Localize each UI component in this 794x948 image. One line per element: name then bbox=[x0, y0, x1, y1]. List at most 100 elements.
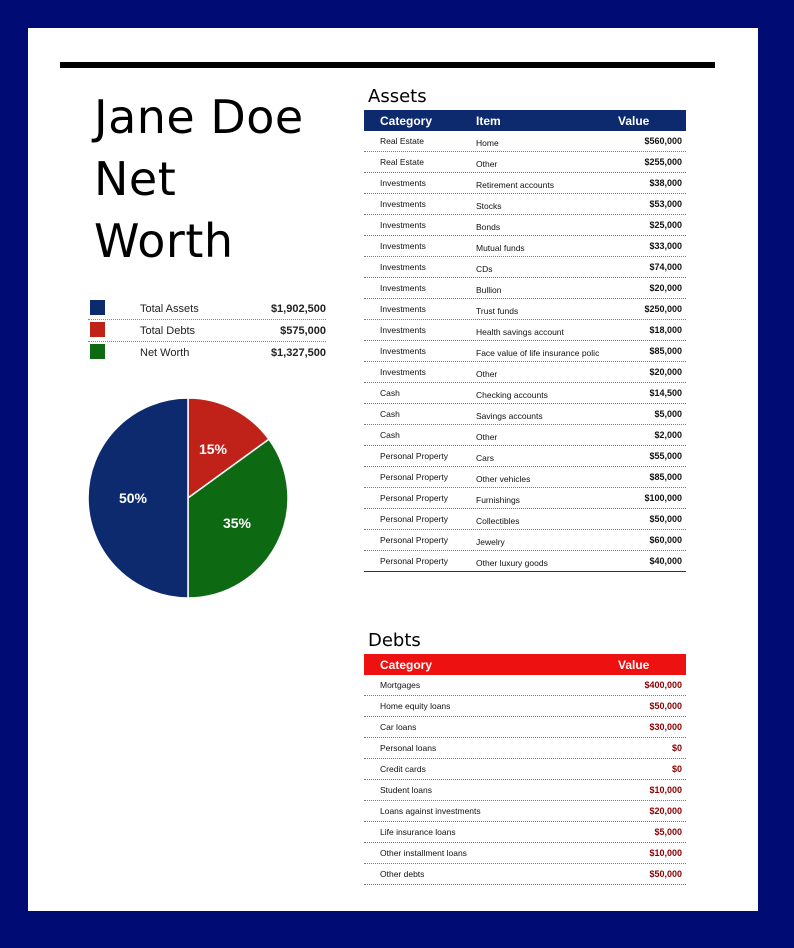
asset-row: Personal Property Other vehicles $85,000 bbox=[364, 467, 686, 488]
pie-slice-label: 15% bbox=[199, 441, 228, 457]
summary-label: Net Worth bbox=[140, 347, 190, 359]
asset-category: Investments bbox=[380, 283, 426, 293]
asset-value: $85,000 bbox=[649, 346, 682, 356]
asset-category: Investments bbox=[380, 199, 426, 209]
asset-row: Personal Property Jewelry $60,000 bbox=[364, 530, 686, 551]
debt-value: $10,000 bbox=[649, 785, 682, 795]
debt-row: Life insurance loans $5,000 bbox=[364, 822, 686, 843]
asset-category: Personal Property bbox=[380, 451, 449, 461]
debt-row: Personal loans $0 bbox=[364, 738, 686, 759]
asset-item: Other bbox=[476, 432, 498, 442]
asset-category: Investments bbox=[380, 241, 426, 251]
debt-row: Other installment loans $10,000 bbox=[364, 843, 686, 864]
asset-category: Real Estate bbox=[380, 157, 424, 167]
assets-swatch bbox=[90, 300, 105, 315]
debts-table: Category Value Mortgages $400,000 Home equ… bbox=[364, 654, 686, 885]
asset-item: Savings accounts bbox=[476, 411, 543, 421]
asset-row: Real Estate Home $560,000 bbox=[364, 131, 686, 152]
asset-category: Personal Property bbox=[380, 472, 449, 482]
debt-category: Life insurance loans bbox=[380, 827, 456, 837]
asset-value: $55,000 bbox=[649, 451, 682, 461]
debt-row: Other debts $50,000 bbox=[364, 864, 686, 885]
asset-value: $33,000 bbox=[649, 241, 682, 251]
asset-item: Bonds bbox=[476, 222, 501, 232]
asset-category: Cash bbox=[380, 430, 400, 440]
asset-row: Investments Bonds $25,000 bbox=[364, 215, 686, 236]
asset-value: $53,000 bbox=[649, 199, 682, 209]
asset-value: $5,000 bbox=[654, 409, 682, 419]
header-item: Item bbox=[476, 114, 501, 128]
asset-value: $100,000 bbox=[644, 493, 682, 503]
asset-value: $14,500 bbox=[649, 388, 682, 398]
asset-category: Investments bbox=[380, 304, 426, 314]
asset-value: $25,000 bbox=[649, 220, 682, 230]
pie-slice bbox=[187, 438, 289, 599]
asset-row: Cash Checking accounts $14,500 bbox=[364, 383, 686, 404]
pie-slice bbox=[87, 397, 189, 599]
asset-item: Other vehicles bbox=[476, 474, 531, 484]
asset-category: Investments bbox=[380, 262, 426, 272]
asset-row: Investments Health savings account $18,000 bbox=[364, 320, 686, 341]
asset-item: Collectibles bbox=[476, 516, 520, 526]
asset-item: Retirement accounts bbox=[476, 180, 554, 190]
debt-category: Car loans bbox=[380, 722, 417, 732]
debt-category: Mortgages bbox=[380, 680, 421, 690]
debt-category: Other installment loans bbox=[380, 848, 467, 858]
debt-value: $5,000 bbox=[654, 827, 682, 837]
asset-row: Personal Property Other luxury goods $40,0… bbox=[364, 551, 686, 572]
pie-slice bbox=[187, 397, 270, 500]
asset-item: Jewelry bbox=[476, 537, 505, 547]
asset-row: Investments Bullion $20,000 bbox=[364, 278, 686, 299]
asset-row: Investments Other $20,000 bbox=[364, 362, 686, 383]
summary-legend: Total Assets $1,902,500 Total Debts $575… bbox=[88, 298, 326, 363]
asset-category: Cash bbox=[380, 388, 400, 398]
debt-value: $0 bbox=[671, 764, 682, 774]
asset-row: Investments CDs $74,000 bbox=[364, 257, 686, 278]
asset-row: Real Estate Other $255,000 bbox=[364, 152, 686, 173]
debt-value: $50,000 bbox=[649, 701, 682, 711]
debt-value: $30,000 bbox=[649, 722, 682, 732]
asset-value: $560,000 bbox=[644, 136, 682, 146]
asset-category: Cash bbox=[380, 409, 400, 419]
pie-slice-label: 35% bbox=[223, 515, 252, 531]
asset-value: $20,000 bbox=[649, 283, 682, 293]
page-title: Jane Doe Net Worth bbox=[94, 86, 354, 272]
asset-item: Checking accounts bbox=[476, 390, 548, 400]
asset-category: Personal Property bbox=[380, 556, 449, 566]
asset-item: Face value of life insurance polic bbox=[476, 348, 600, 358]
debt-row: Loans against investments $20,000 bbox=[364, 801, 686, 822]
summary-row-total-assets: Total Assets $1,902,500 bbox=[88, 298, 326, 320]
debt-category: Home equity loans bbox=[380, 701, 451, 711]
asset-item: Other bbox=[476, 159, 498, 169]
asset-category: Personal Property bbox=[380, 493, 449, 503]
net-worth-swatch bbox=[90, 344, 105, 359]
net-worth-pie-chart: 15% 35% 50% bbox=[87, 397, 289, 599]
debts-title: Debts bbox=[368, 630, 421, 651]
asset-value: $85,000 bbox=[649, 472, 682, 482]
assets-table: Category Item Value Real Estate Home $560,… bbox=[364, 110, 686, 572]
asset-category: Personal Property bbox=[380, 514, 449, 524]
header-category: Category bbox=[380, 658, 433, 672]
header-value: Value bbox=[618, 114, 650, 128]
pie-slice-label: 50% bbox=[119, 490, 148, 506]
debt-row: Student loans $10,000 bbox=[364, 780, 686, 801]
asset-value: $38,000 bbox=[649, 178, 682, 188]
asset-value: $250,000 bbox=[644, 304, 682, 314]
debts-table-body: Mortgages $400,000 Home equity loans $50,00… bbox=[364, 675, 686, 885]
asset-category: Investments bbox=[380, 325, 426, 335]
header-value: Value bbox=[618, 658, 650, 672]
assets-table-header: Category Item Value bbox=[364, 110, 686, 131]
asset-category: Investments bbox=[380, 346, 426, 356]
summary-row-total-debts: Total Debts $575,000 bbox=[88, 320, 326, 342]
asset-item: Mutual funds bbox=[476, 243, 525, 253]
asset-item: CDs bbox=[476, 264, 493, 274]
debts-swatch bbox=[90, 322, 105, 337]
summary-value: $1,327,500 bbox=[270, 347, 326, 359]
debt-category: Student loans bbox=[380, 785, 432, 795]
asset-category: Investments bbox=[380, 178, 426, 188]
asset-item: Home bbox=[476, 138, 499, 148]
asset-row: Cash Other $2,000 bbox=[364, 425, 686, 446]
title-line: Net bbox=[94, 152, 177, 206]
summary-label: Total Assets bbox=[140, 303, 199, 315]
asset-row: Investments Stocks $53,000 bbox=[364, 194, 686, 215]
